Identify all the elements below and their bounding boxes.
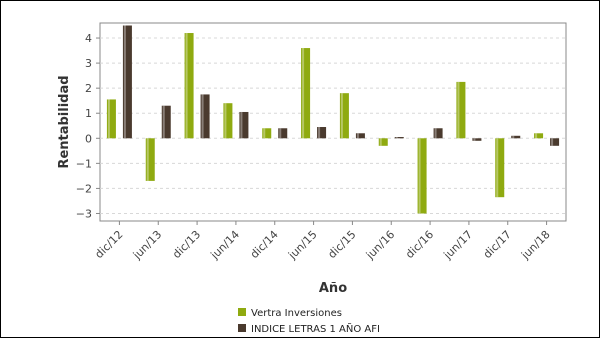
- x-axis-title: Año: [319, 281, 347, 296]
- legend-label: Vertra Inversiones: [251, 308, 342, 319]
- bar-indice-jun-18: [550, 138, 560, 146]
- x-tick-label: jun/13: [130, 228, 164, 262]
- y-tick-label: −1: [76, 157, 92, 170]
- bar-highlight: [340, 93, 343, 139]
- bar-highlight: [318, 127, 321, 139]
- bar-indice-jun-17: [472, 138, 482, 141]
- bar-highlight: [302, 48, 305, 139]
- y-tick-label: −3: [76, 207, 92, 220]
- bar-indice-jun-14: [239, 111, 249, 139]
- x-axis-ticks: dic/12 jun/13 dic/13 jun/14 dic/14 jun/15 dic/…: [92, 221, 553, 262]
- bar-vertra-jun-16: [378, 138, 388, 146]
- bar-indice-dic-15: [355, 133, 365, 139]
- bar-highlight: [263, 128, 266, 139]
- y-axis-title: Rentabilidad: [57, 75, 72, 168]
- y-tick-label: 1: [85, 107, 92, 120]
- x-tick-label: jun/17: [441, 228, 475, 262]
- y-axis-ticks: −3 −2 −1 0 1 2 3 4: [76, 32, 100, 220]
- bar-highlight: [107, 99, 110, 139]
- bar-highlight: [123, 25, 126, 139]
- bar-highlight: [395, 137, 398, 139]
- bar-indice-dic-12: [122, 25, 132, 139]
- bar-highlight: [551, 138, 554, 146]
- bar-indice-dic-14: [278, 128, 288, 139]
- bar-highlight: [201, 94, 204, 139]
- legend: Vertra Inversiones INDICE LETRAS 1 AÑO AF…: [238, 308, 380, 335]
- bar-indice-jun-13: [161, 105, 171, 139]
- plot-area: [99, 22, 567, 222]
- bar-highlight: [418, 138, 421, 214]
- y-tick-label: 2: [85, 82, 92, 95]
- x-tick-label: jun/15: [285, 228, 319, 262]
- bar-highlight: [457, 81, 460, 139]
- x-tick-label: dic/17: [481, 228, 514, 261]
- bar-vertra-dic-16: [417, 138, 427, 214]
- bars: [106, 25, 560, 214]
- bar-highlight: [379, 138, 382, 146]
- bar-highlight: [535, 133, 538, 139]
- bar-vertra-dic-12: [106, 99, 116, 139]
- bar-highlight: [146, 138, 149, 181]
- bar-vertra-jun-13: [145, 138, 155, 181]
- legend-swatch: [238, 324, 246, 332]
- x-tick-label: jun/14: [208, 228, 242, 262]
- bar-indice-jun-16: [394, 137, 404, 139]
- bar-highlight: [162, 105, 165, 139]
- bar-vertra-jun-15: [301, 48, 311, 139]
- bar-vertra-dic-17: [495, 138, 505, 198]
- bar-highlight: [185, 33, 188, 139]
- bar-vertra-jun-18: [534, 133, 544, 139]
- y-tick-label: 0: [85, 132, 92, 145]
- bar-highlight: [496, 138, 499, 198]
- bar-indice-dic-13: [200, 94, 210, 139]
- bar-highlight: [279, 128, 282, 139]
- bar-vertra-dic-13: [184, 33, 194, 139]
- bar-highlight: [224, 103, 227, 139]
- y-tick-label: 4: [85, 32, 92, 45]
- bar-vertra-dic-15: [339, 93, 349, 139]
- y-tick-label: 3: [85, 57, 92, 70]
- bar-highlight: [434, 128, 437, 139]
- bar-vertra-jun-17: [456, 81, 466, 139]
- legend-swatch: [238, 308, 246, 316]
- x-tick-label: dic/12: [92, 228, 125, 261]
- bar-highlight: [512, 135, 515, 139]
- x-tick-label: jun/18: [518, 228, 552, 262]
- x-tick-label: dic/14: [248, 228, 281, 261]
- bar-indice-dic-17: [511, 135, 521, 139]
- bar-indice-dic-16: [433, 128, 443, 139]
- x-tick-label: jun/16: [363, 228, 397, 262]
- x-tick-label: dic/15: [325, 228, 358, 261]
- bar-highlight: [473, 138, 476, 141]
- y-tick-label: −2: [76, 182, 92, 195]
- bar-vertra-jun-14: [223, 103, 233, 139]
- bar-indice-jun-15: [317, 127, 327, 139]
- bar-highlight: [356, 133, 359, 139]
- x-tick-label: dic/13: [170, 228, 203, 261]
- bar-highlight: [240, 111, 243, 139]
- bar-vertra-dic-14: [262, 128, 272, 139]
- legend-label: INDICE LETRAS 1 AÑO AFI: [251, 322, 380, 335]
- x-tick-label: dic/16: [403, 228, 436, 261]
